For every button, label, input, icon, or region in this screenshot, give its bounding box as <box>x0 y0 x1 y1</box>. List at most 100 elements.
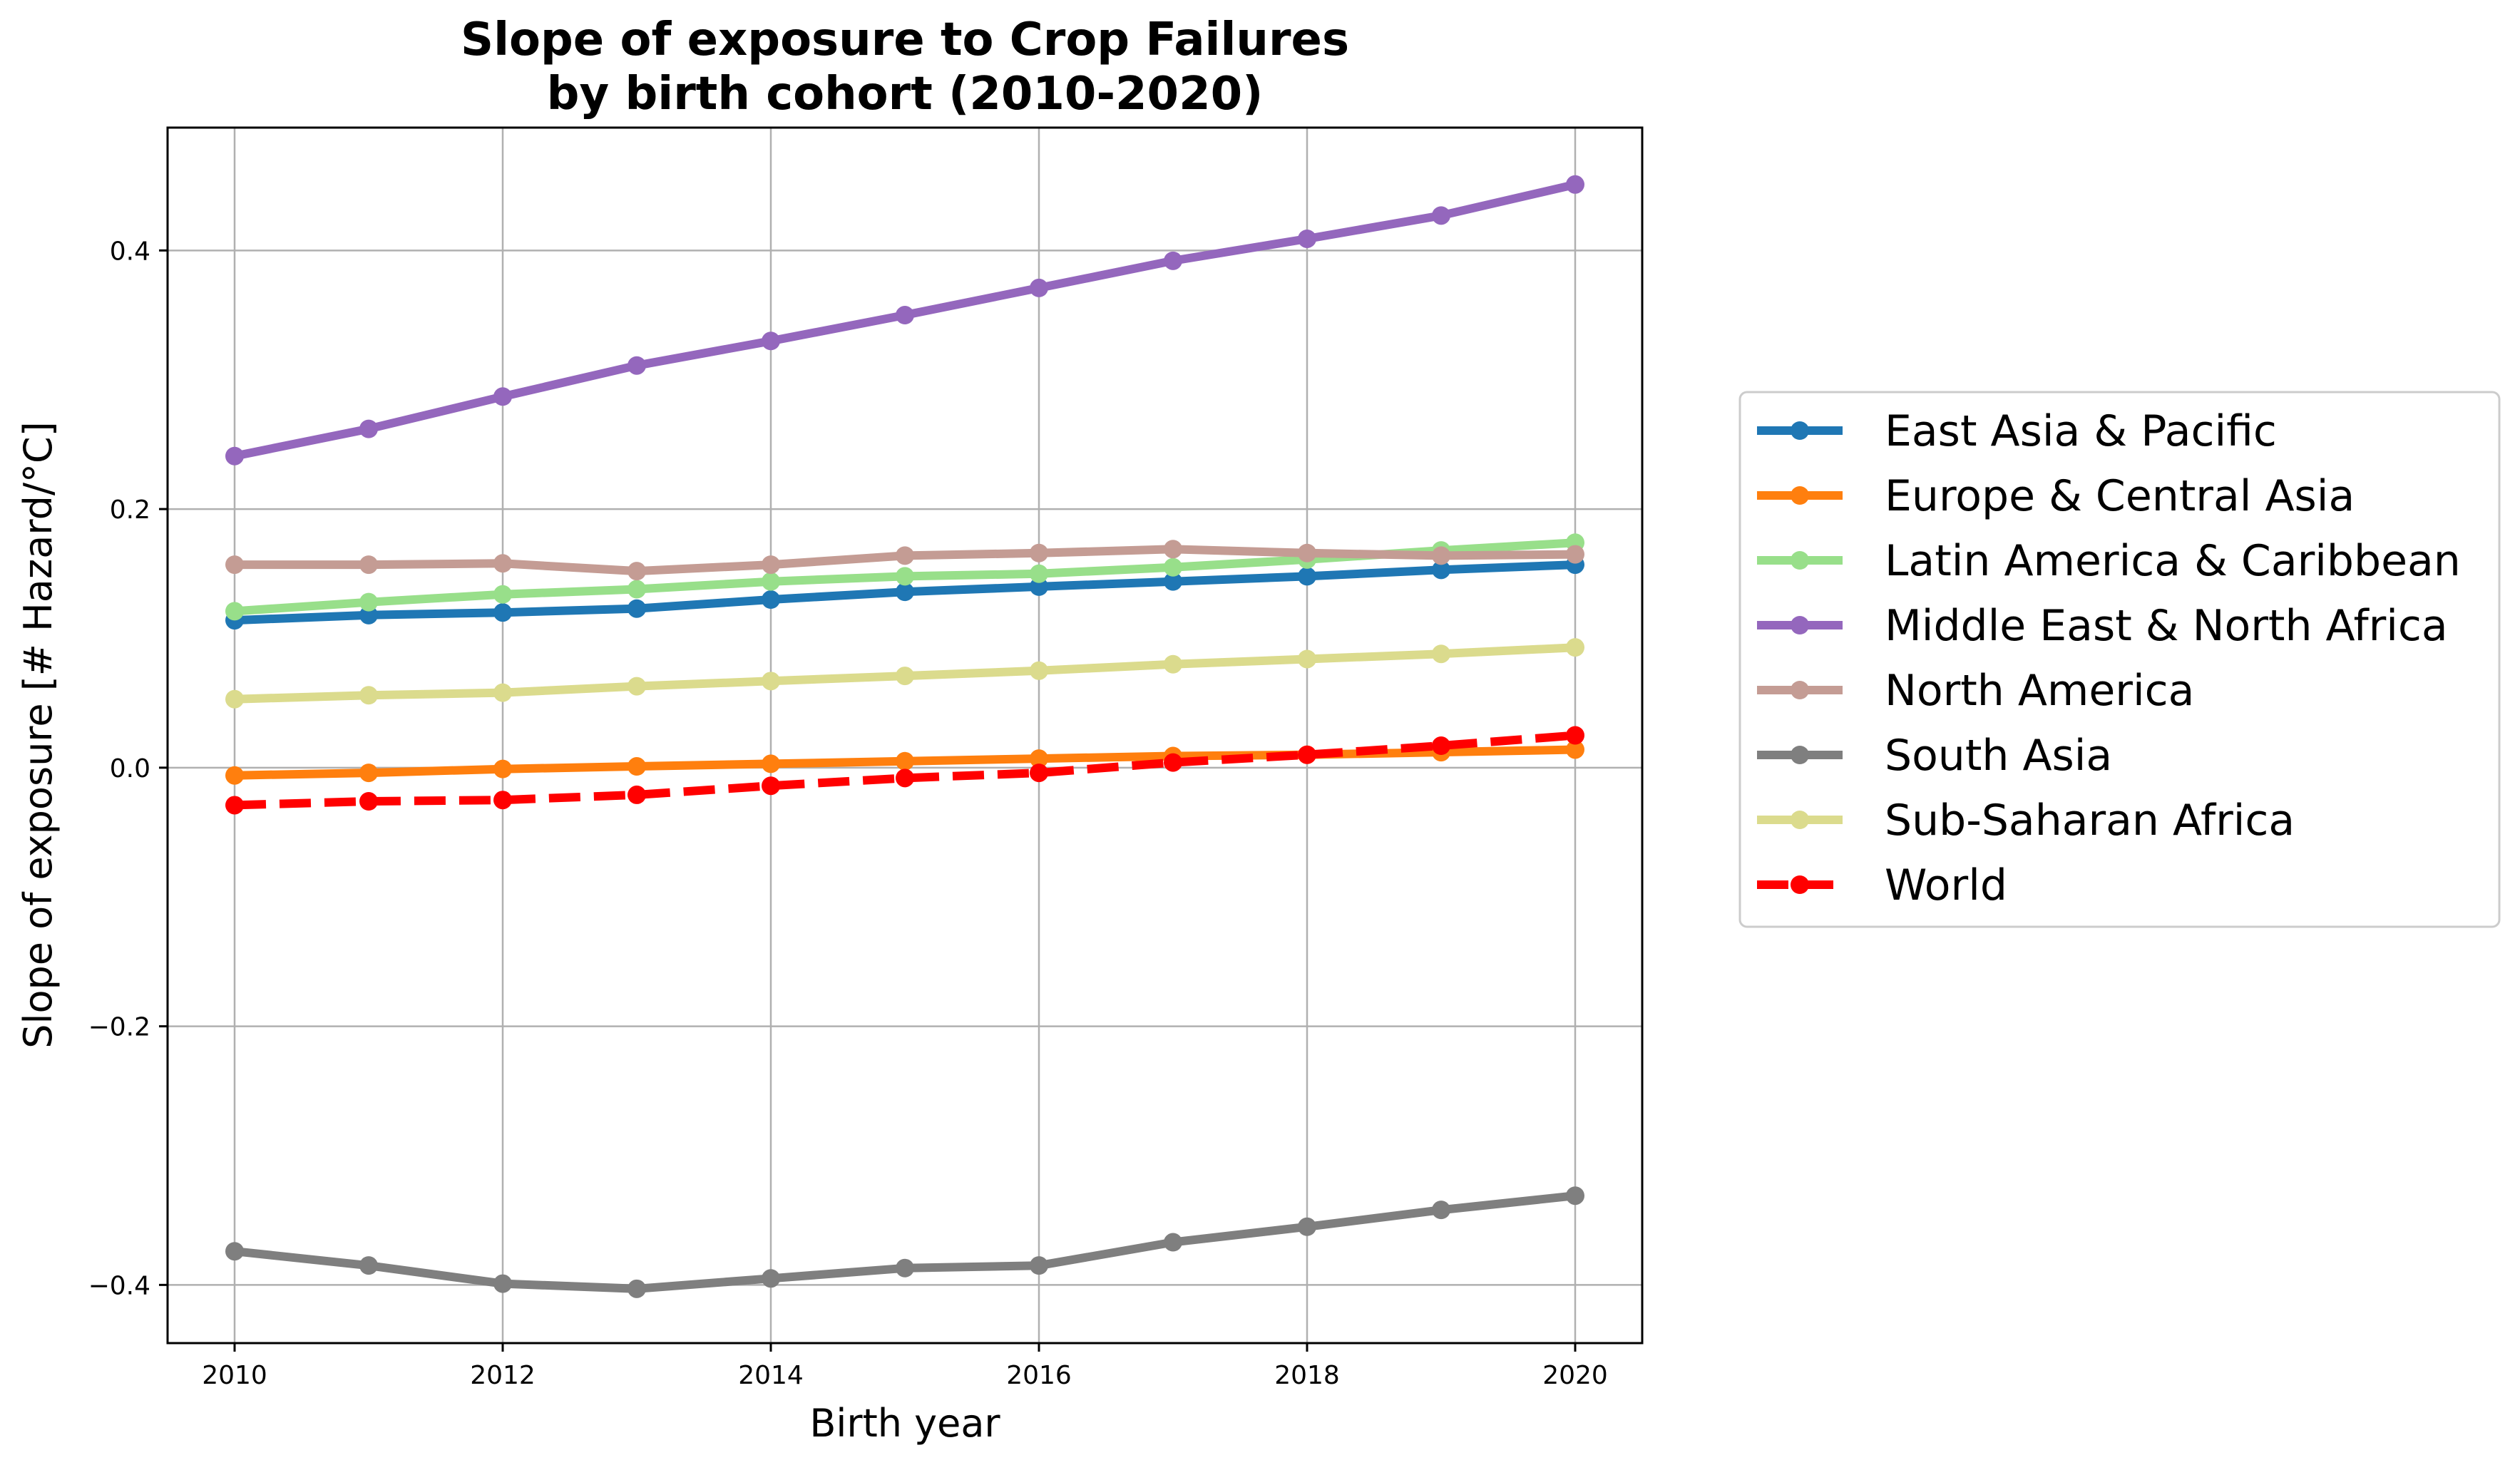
data-point <box>1030 661 1048 680</box>
data-point <box>1566 175 1584 194</box>
data-point <box>1432 736 1450 756</box>
data-point <box>628 562 646 581</box>
x-tick-label: 2014 <box>738 1361 804 1390</box>
data-point <box>1566 638 1584 657</box>
data-point <box>1566 545 1584 564</box>
data-point <box>493 554 512 573</box>
data-point <box>896 667 914 686</box>
data-point <box>1566 740 1584 759</box>
x-tick-label: 2010 <box>202 1361 267 1390</box>
data-point <box>1164 654 1182 674</box>
legend: East Asia & Pacific Europe & Central Asia… <box>1738 391 2501 928</box>
data-point <box>762 572 780 591</box>
data-point <box>359 764 378 783</box>
data-point <box>762 1269 780 1288</box>
legend-marker <box>1791 551 1809 570</box>
data-point <box>896 582 914 602</box>
data-point <box>896 306 914 325</box>
data-point <box>762 590 780 610</box>
data-point <box>896 546 914 565</box>
series-north-america <box>225 540 1584 581</box>
data-point <box>1298 745 1316 764</box>
legend-item: Sub-Saharan Africa <box>1757 796 2295 845</box>
data-point <box>1432 644 1450 664</box>
data-point <box>1298 1217 1316 1236</box>
data-point <box>1566 726 1584 745</box>
data-point <box>1298 567 1316 586</box>
data-point <box>359 792 378 811</box>
data-point <box>359 592 378 612</box>
legend-marker <box>1791 746 1809 764</box>
legend-item: North America <box>1757 666 2194 716</box>
data-point <box>1298 229 1316 248</box>
data-point <box>1432 1201 1450 1220</box>
x-tick-label: 2012 <box>470 1361 536 1390</box>
legend-item: World <box>1757 860 2007 910</box>
series-lines <box>225 175 1584 1298</box>
y-tick-label: 0.0 <box>110 754 150 783</box>
legend-label: Europe & Central Asia <box>1885 471 2355 521</box>
x-tick-label: 2016 <box>1006 1361 1072 1390</box>
data-point <box>1030 749 1048 769</box>
data-point <box>225 446 244 466</box>
data-point <box>628 757 646 776</box>
data-point <box>762 754 780 773</box>
data-point <box>225 602 244 621</box>
y-tick-label: −0.2 <box>88 1013 150 1042</box>
data-point <box>628 599 646 618</box>
legend-marker <box>1791 486 1809 505</box>
legend-item: Middle East & North Africa <box>1757 601 2448 651</box>
legend-marker <box>1791 421 1809 440</box>
y-axis-label: Slope of exposure [# Hazard/°C] <box>16 421 61 1049</box>
data-point <box>1164 1233 1182 1252</box>
data-point <box>1030 1256 1048 1275</box>
data-point <box>628 677 646 696</box>
x-axis-label: Birth year <box>809 1401 1000 1446</box>
y-tick-label: 0.4 <box>110 237 150 266</box>
data-point <box>1432 546 1450 565</box>
legend-item: Europe & Central Asia <box>1757 471 2355 521</box>
data-point <box>896 567 914 586</box>
data-point <box>225 689 244 709</box>
data-point <box>493 387 512 406</box>
data-point <box>359 555 378 575</box>
data-point <box>896 769 914 788</box>
data-point <box>493 585 512 604</box>
data-point <box>1164 540 1182 559</box>
data-point <box>225 1242 244 1261</box>
data-point <box>1164 251 1182 270</box>
legend-label: Middle East & North Africa <box>1885 601 2448 651</box>
data-point <box>493 791 512 810</box>
data-point <box>896 1258 914 1278</box>
data-point <box>359 419 378 438</box>
data-point <box>1298 649 1316 669</box>
series-world <box>225 726 1584 815</box>
data-point <box>1030 764 1048 783</box>
axis-ticks: 2010 2012 2014 2016 2018 2020 −0.4 −0.2 0.0 0.2 0.… <box>88 237 1608 1390</box>
series-east-asia-pacific <box>225 555 1584 630</box>
data-point <box>1432 206 1450 225</box>
series-europe-central-asia <box>225 740 1584 785</box>
data-point <box>628 580 646 599</box>
legend-label: Sub-Saharan Africa <box>1885 796 2295 845</box>
data-point <box>762 331 780 351</box>
data-point <box>628 356 646 375</box>
data-point <box>493 603 512 622</box>
data-point <box>1030 564 1048 583</box>
legend-marker <box>1791 811 1809 829</box>
series-south-asia <box>225 1186 1584 1298</box>
data-point <box>225 555 244 575</box>
data-point <box>1566 1186 1584 1206</box>
data-point <box>225 796 244 815</box>
data-point <box>762 776 780 796</box>
data-point <box>762 555 780 575</box>
x-tick-label: 2020 <box>1542 1361 1608 1390</box>
legend-item: South Asia <box>1757 731 2112 781</box>
data-point <box>628 785 646 804</box>
legend-item: Latin America & Caribbean <box>1757 536 2461 586</box>
legend-label: North America <box>1885 666 2194 716</box>
data-point <box>1164 557 1182 577</box>
data-point <box>493 683 512 702</box>
